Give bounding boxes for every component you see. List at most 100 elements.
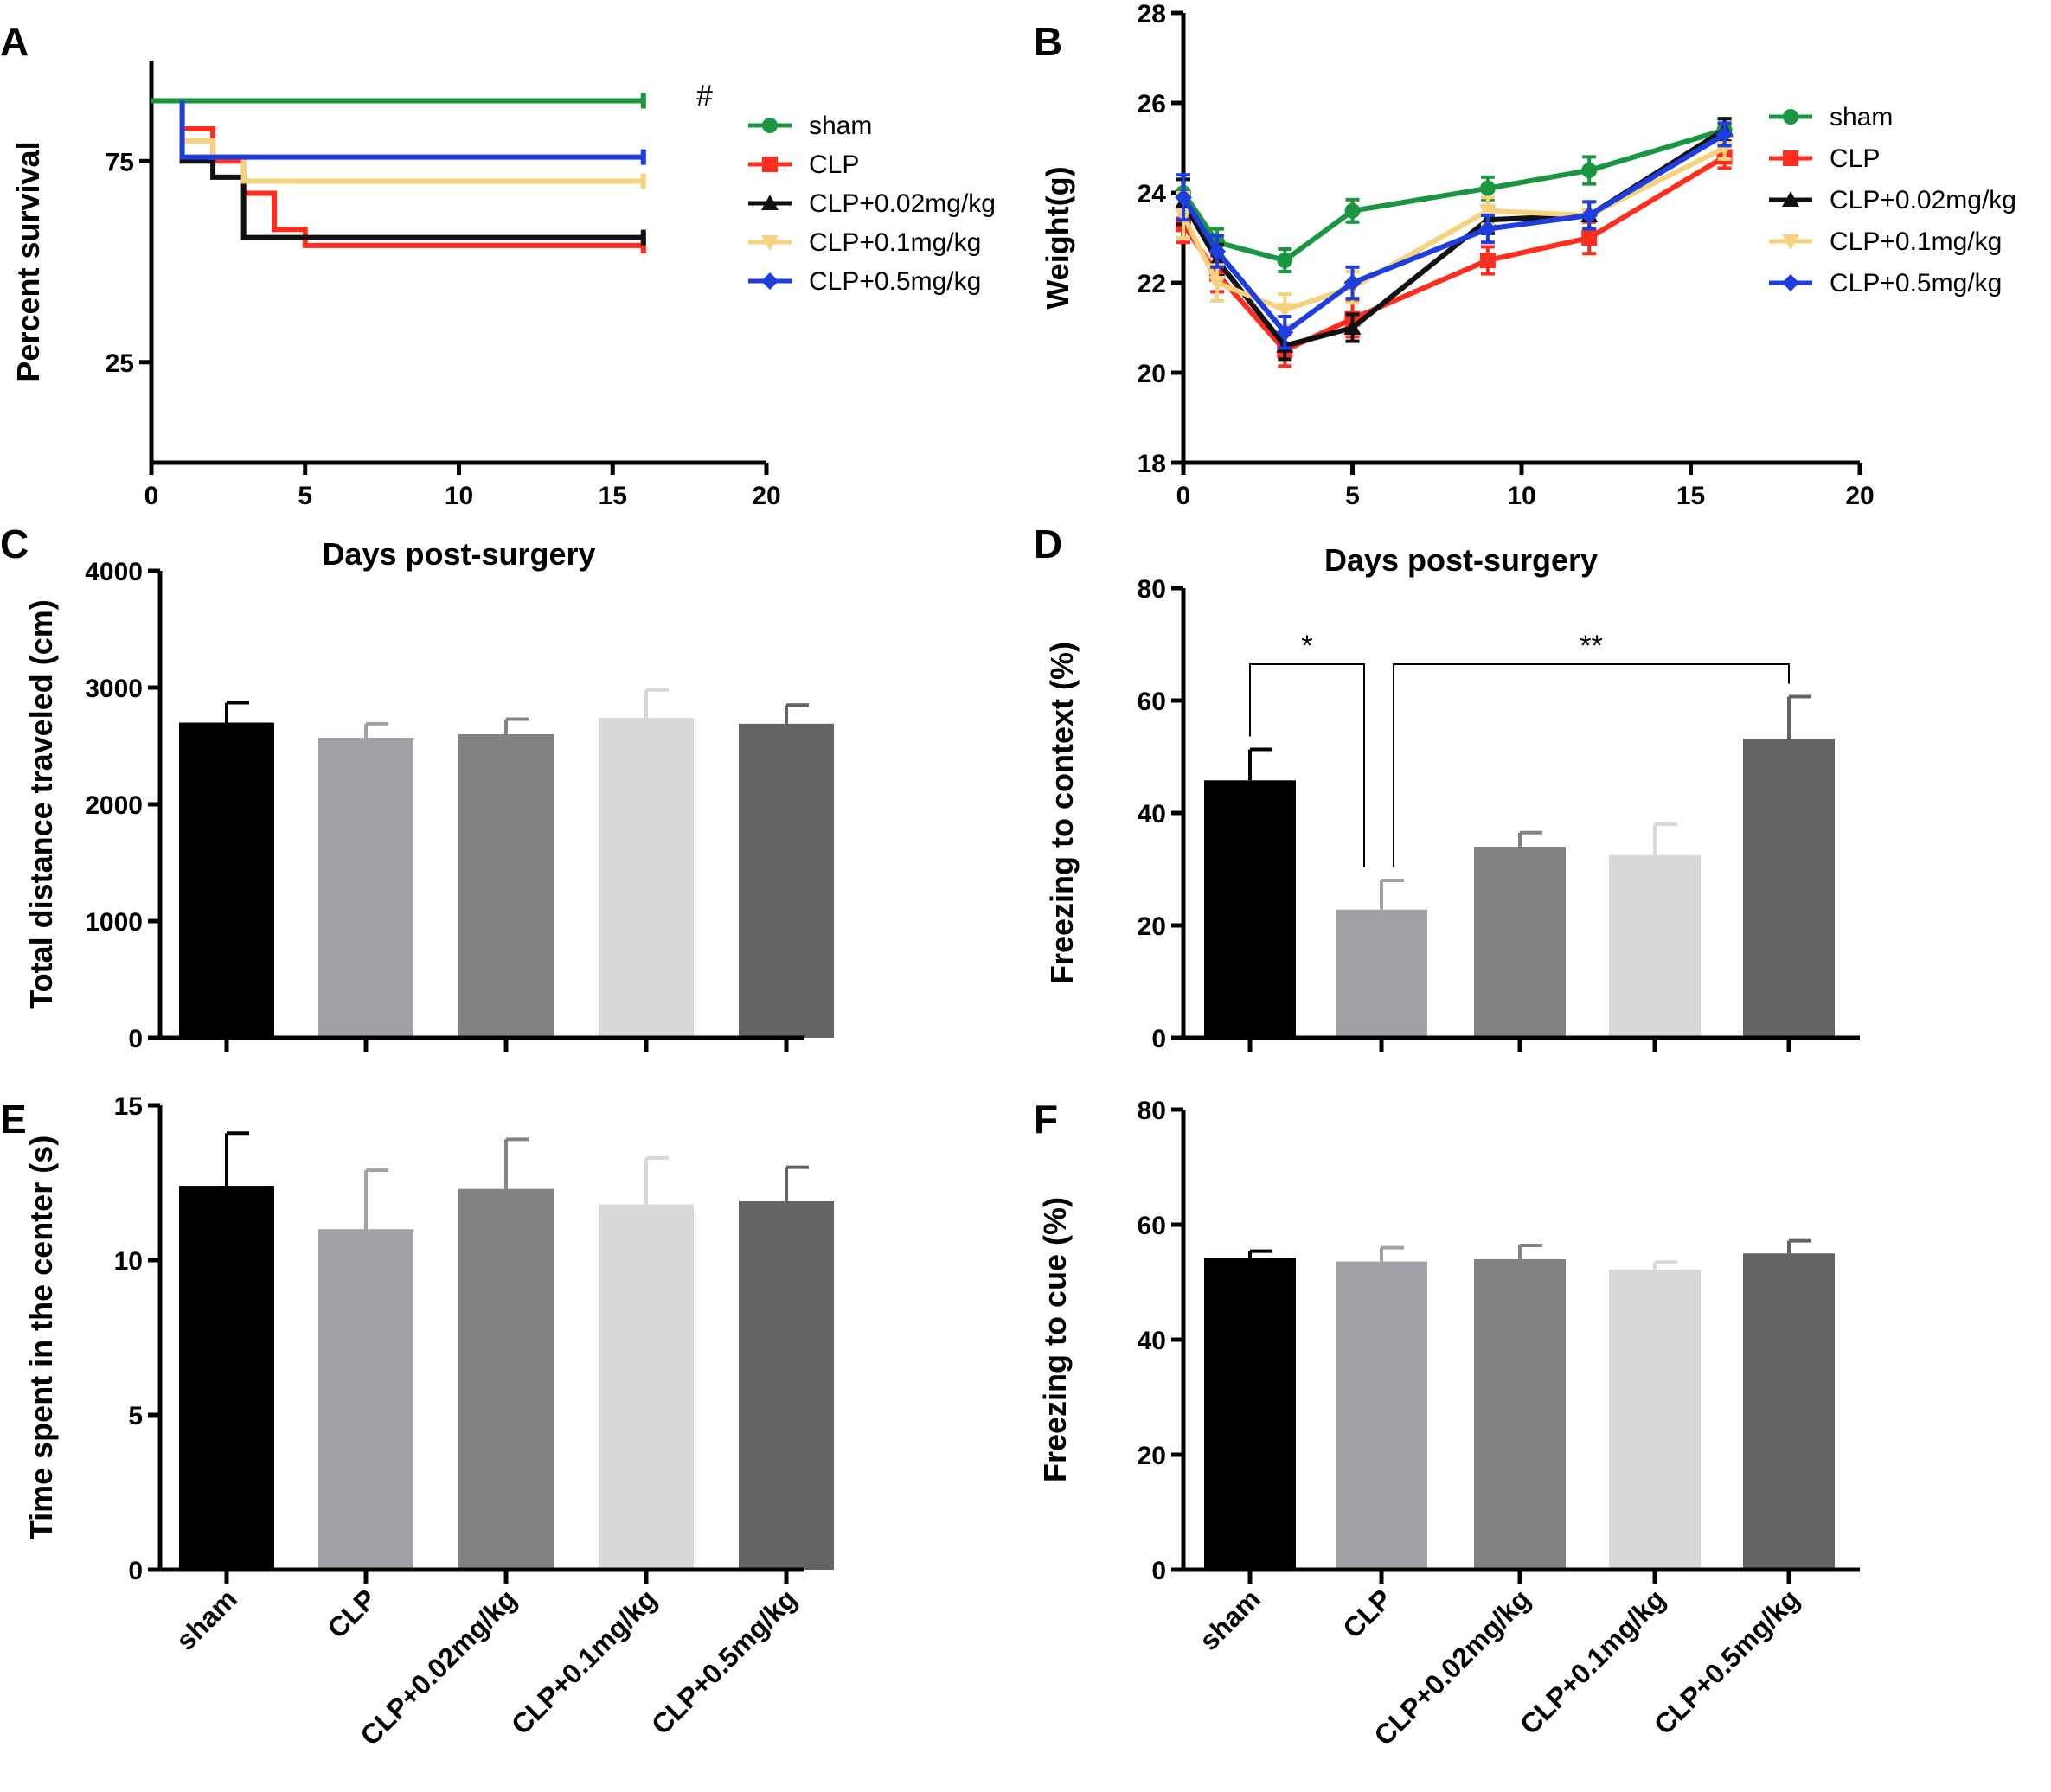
legend-item: sham <box>748 112 872 140</box>
bar-CLP <box>318 1229 413 1570</box>
legend-item: CLP+0.02mg/kg <box>1769 186 2016 214</box>
category-label: CLP+0.1mg/kg <box>505 1583 663 1740</box>
bar-CLP <box>1336 909 1427 1038</box>
y-tick-label: 25 <box>106 349 134 378</box>
panel-letter: F <box>1034 1097 1058 1142</box>
legend-label: CLP+0.02mg/kg <box>1830 186 2016 214</box>
y-tick-label: 20 <box>1138 912 1166 941</box>
data-point <box>1175 189 1192 207</box>
y-tick-label: 40 <box>1138 1327 1166 1355</box>
x-axis-title: Days post-surgery <box>322 536 595 572</box>
data-point <box>1478 220 1497 238</box>
category-label: CLP <box>321 1583 382 1644</box>
series-CLP+0.02mg/kg <box>179 100 646 246</box>
y-tick-label: 22 <box>1138 270 1166 298</box>
survival-step-line <box>179 100 644 184</box>
bar-sham <box>1204 780 1296 1038</box>
x-tick-label: 0 <box>144 482 159 510</box>
x-axis-title: Days post-surgery <box>1324 542 1598 578</box>
category-label: CLP+0.5mg/kg <box>645 1583 803 1740</box>
y-axis-title: Freezing to context (%) <box>1044 642 1080 984</box>
category-label: CLP+0.5mg/kg <box>1648 1583 1805 1740</box>
legend: sham CLP CLP+0.02mg/kg CLP+0.1mg/kg CLP+0.5m… <box>748 112 996 296</box>
y-tick-label: 3000 <box>85 675 143 703</box>
bar-CLP+0.1mg/kg <box>599 1204 694 1570</box>
legend-marker <box>1782 274 1799 291</box>
y-tick-label: 28 <box>1138 0 1166 29</box>
legend-item: CLP+0.5mg/kg <box>1769 269 2002 298</box>
series-CLP+0.1mg/kg <box>179 100 646 189</box>
panel-letter: B <box>1034 19 1062 64</box>
x-tick-label: 0 <box>1176 482 1191 510</box>
legend-item: CLP+0.02mg/kg <box>748 189 996 218</box>
bar-CLP+0.02mg/kg <box>1474 1258 1566 1570</box>
panel-E: E 0 5 10 15 Time spent in the center (s) sham C… <box>0 1092 834 1751</box>
y-tick-label: 60 <box>1138 1212 1166 1240</box>
legend-item: CLP <box>1769 144 1880 173</box>
y-tick-label: 15 <box>114 1092 143 1121</box>
data-point <box>1276 323 1294 342</box>
panel-A: A 0 5 10 15 20 25 75 Days post-surgery Percent su… <box>0 19 996 572</box>
legend-item: CLP+0.1mg/kg <box>1769 227 2002 256</box>
y-axis-title: Freezing to cue (%) <box>1037 1197 1073 1482</box>
data-point <box>1478 203 1497 220</box>
legend-label: sham <box>1830 103 1893 131</box>
legend-label: CLP+0.1mg/kg <box>1830 227 2002 256</box>
data-point <box>1581 163 1598 178</box>
bar-CLP <box>318 738 413 1038</box>
data-point <box>1343 319 1362 335</box>
category-label: CLP <box>1336 1583 1398 1644</box>
legend-item: CLP+0.1mg/kg <box>748 228 981 257</box>
survival-step-line <box>179 100 644 160</box>
series-CLP+0.5mg/kg <box>179 100 646 165</box>
series-sham <box>151 93 646 109</box>
bar-CLP+0.1mg/kg <box>1609 1269 1701 1570</box>
legend-label: CLP <box>1830 144 1880 173</box>
x-tick-label: 15 <box>599 482 627 510</box>
y-axis-title: Weight(g) <box>1040 166 1075 309</box>
bar-CLP+0.02mg/kg <box>458 1188 554 1570</box>
bracket-line <box>1249 663 1365 867</box>
y-tick-label: 80 <box>1138 1097 1166 1125</box>
legend-marker <box>761 235 779 251</box>
series-CLP <box>179 100 646 253</box>
significance-bracket: ** <box>1393 630 1790 867</box>
series-CLP+0.5mg/kg <box>1175 121 1734 350</box>
category-label: CLP+0.1mg/kg <box>1514 1583 1671 1740</box>
legend-marker <box>761 195 779 210</box>
survival-step-line <box>179 100 644 248</box>
legend-marker <box>762 118 778 133</box>
y-tick-label: 24 <box>1138 180 1167 208</box>
y-tick-label: 1000 <box>85 908 143 937</box>
panel-B: B 0 5 10 15 20 18 20 22 24 26 28 Days post-surgery We… <box>1034 0 2016 578</box>
survival-step-line <box>179 100 644 240</box>
y-tick-label: 5 <box>128 1402 143 1430</box>
legend-item: sham <box>1769 103 1893 131</box>
legend-item: CLP+0.5mg/kg <box>748 267 981 296</box>
legend-label: CLP <box>809 150 859 179</box>
series-line <box>1181 145 1726 313</box>
category-label: CLP+0.02mg/kg <box>354 1583 522 1751</box>
y-tick-label: 75 <box>106 148 134 176</box>
data-point <box>1580 207 1599 224</box>
y-axis-title: Total distance traveled (cm) <box>23 599 59 1008</box>
x-tick-label: 10 <box>1507 482 1535 510</box>
legend-item: CLP <box>748 150 859 179</box>
legend-label: CLP+0.5mg/kg <box>1830 269 2002 298</box>
legend-label: sham <box>809 112 872 140</box>
x-tick-label: 20 <box>1845 482 1874 510</box>
y-tick-label: 20 <box>1138 1442 1166 1470</box>
data-point <box>1344 202 1361 219</box>
bar-CLP+0.1mg/kg <box>1609 854 1701 1038</box>
bar-CLP+0.5mg/kg <box>1743 1253 1835 1570</box>
panel-letter: A <box>0 19 29 64</box>
y-tick-label: 0 <box>128 1025 143 1053</box>
x-tick-label: 5 <box>298 482 312 510</box>
legend-label: CLP+0.5mg/kg <box>809 267 981 296</box>
x-tick-label: 10 <box>445 482 473 510</box>
y-tick-label: 80 <box>1138 575 1166 604</box>
significance-mark: ** <box>1580 630 1602 662</box>
data-point <box>1479 180 1496 196</box>
